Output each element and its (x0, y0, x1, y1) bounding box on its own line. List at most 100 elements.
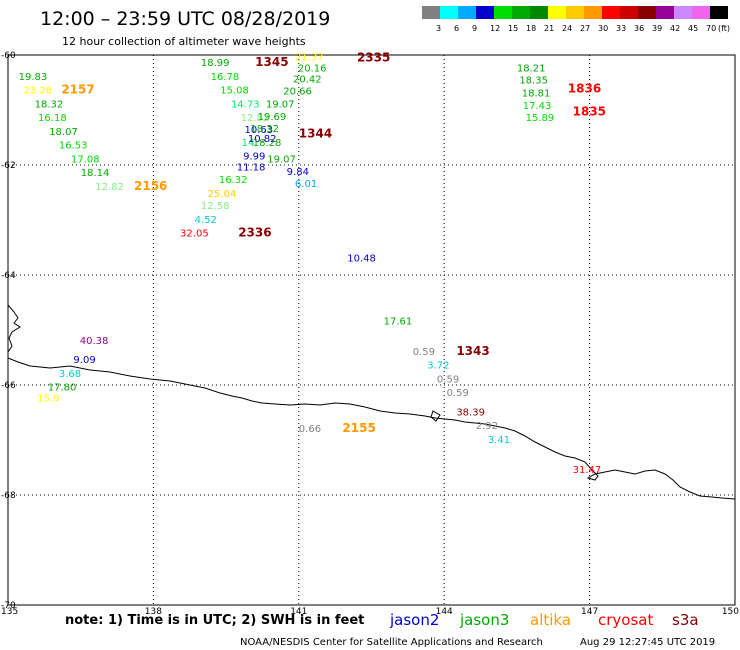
wave-height-value: 3.72 (427, 361, 449, 372)
wave-height-value: 18.99 (201, 58, 230, 69)
legend-swatch (710, 6, 728, 19)
timestamp: Aug 29 12:27:45 UTC 2019 (580, 637, 715, 648)
wave-height-value: 16.32 (219, 175, 248, 186)
legend-swatch (494, 6, 512, 19)
lat-tick-label: -62 (1, 161, 16, 171)
legend-value: 30 (598, 24, 608, 33)
lat-tick-label: -68 (1, 491, 16, 501)
legend-swatch (620, 6, 638, 19)
lat-tick-label: -70 (1, 601, 16, 611)
legend-swatch (548, 6, 566, 19)
legend-swatch (602, 6, 620, 19)
wave-height-value: 0.66 (299, 424, 321, 435)
legend-unit: (ft) (718, 24, 730, 33)
time-labels: 2157 1345 2335 1344 2156 2336 1836 1835 1343 2155 (61, 51, 606, 435)
wave-height-value: 18.32 (35, 99, 64, 110)
wave-height-value: 16.53 (59, 141, 88, 152)
map-frame (7, 54, 736, 606)
wave-height-value: 11.18 (237, 163, 266, 174)
color-legend: 3 6 9 12 15 18 21 24 27 30 33 36 39 42 45 70 (422, 6, 728, 33)
map-title: 12:00 – 23:59 UTC 08/28/2019 (40, 8, 330, 30)
wave-height-value: 9.99 (243, 152, 265, 163)
wave-height-value: 0.59 (413, 347, 435, 358)
wave-height-value: 10.48 (347, 253, 376, 264)
wave-height-value: 25.04 (208, 189, 237, 200)
legend-value: 21 (544, 24, 554, 33)
wave-height-value: 16.78 (211, 72, 240, 83)
wave-height-value: 9.09 (73, 355, 95, 366)
pass-time-label: 1836 (568, 81, 601, 95)
wave-height-value: 18.35 (519, 76, 548, 87)
wave-height-value: 4.52 (195, 215, 217, 226)
wave-height-value: 15.89 (526, 113, 555, 124)
wave-height-value: 20.66 (283, 87, 312, 98)
lat-tick-label: -66 (1, 381, 16, 391)
pass-time-label: 2335 (357, 51, 390, 65)
legend-swatch (530, 6, 548, 19)
credit-line: NOAA/NESDIS Center for Satellite Applica… (240, 637, 543, 648)
legend-value: 39 (652, 24, 662, 33)
wave-height-value: 31.47 (573, 465, 602, 476)
legend-value: 24 (562, 24, 572, 33)
wave-height-value: 18.14 (81, 168, 110, 179)
wave-height-value: 14.73 (231, 99, 260, 110)
wave-height-value: 17.61 (384, 317, 413, 328)
coastline (7, 304, 736, 500)
legend-value: 12 (490, 24, 500, 33)
legend-value: 18 (526, 24, 536, 33)
pass-time-label: 1345 (255, 55, 288, 69)
lon-tick-label: 150 (722, 607, 739, 617)
legend-value: 36 (634, 24, 644, 33)
wave-height-value: 32.05 (180, 229, 209, 240)
pass-time-label: 1344 (299, 127, 332, 141)
legend-value: 6 (454, 24, 459, 33)
satellite-name: s3a (672, 611, 699, 629)
legend-swatch (692, 6, 710, 19)
wave-height-value: 2.92 (476, 421, 498, 432)
legend-value: 3 (436, 24, 441, 33)
legend-value: 70 (706, 24, 716, 33)
wave-height-value: 18.07 (49, 127, 78, 138)
coastline-island (430, 410, 441, 422)
wave-height-value: 19.69 (258, 112, 287, 123)
satellite-name: altika (530, 611, 571, 629)
legend-value: 42 (670, 24, 680, 33)
satellite-name: cryosat (598, 611, 653, 629)
legend-swatch (422, 6, 440, 19)
map-subtitle: 12 hour collection of altimeter wave hei… (62, 35, 306, 48)
wave-height-value: 12.82 (95, 182, 124, 193)
satellite-name: jason3 (459, 611, 509, 629)
legend-swatch (656, 6, 674, 19)
legend-swatch (566, 6, 584, 19)
legend-value: 15 (508, 24, 518, 33)
legend-swatch (458, 6, 476, 19)
satellite-legend: jason2 jason3 altika cryosat s3a (389, 611, 699, 629)
lon-tick-label: 138 (145, 607, 162, 617)
pass-time-label: 2336 (238, 226, 271, 240)
wave-height-value: 15.08 (220, 86, 249, 97)
legend-swatch (512, 6, 530, 19)
footnote: note: 1) Time is in UTC; 2) SWH is in fe… (65, 613, 364, 628)
wave-height-value: 12.82 (241, 113, 270, 124)
wave-height-value: 18.81 (522, 88, 551, 99)
lon-tick-label: 141 (290, 607, 307, 617)
lon-tick-label: 144 (436, 607, 453, 617)
pass-time-label: 1343 (456, 344, 489, 358)
legend-value: 45 (688, 24, 698, 33)
legend-swatch (674, 6, 692, 19)
lon-tick-label: 135 (1, 607, 18, 617)
wave-height-value: 6.01 (295, 179, 317, 190)
wave-height-value: 17.08 (71, 154, 100, 165)
lon-tick-label: 147 (581, 607, 598, 617)
legend-value: 9 (472, 24, 477, 33)
wave-height-value: 9.84 (287, 167, 309, 178)
wave-height-value: 23.28 (24, 86, 53, 97)
wave-height-value: 20.42 (293, 75, 322, 86)
wave-height-labels: 19.83 23.28 18.32 16.18 18.07 16.53 17.08 18.14… (19, 53, 602, 477)
wave-height-value: 3.41 (488, 435, 510, 446)
wave-height-value: 20.16 (298, 64, 327, 75)
pass-time-label: 2156 (134, 179, 167, 193)
legend-value: 33 (616, 24, 626, 33)
